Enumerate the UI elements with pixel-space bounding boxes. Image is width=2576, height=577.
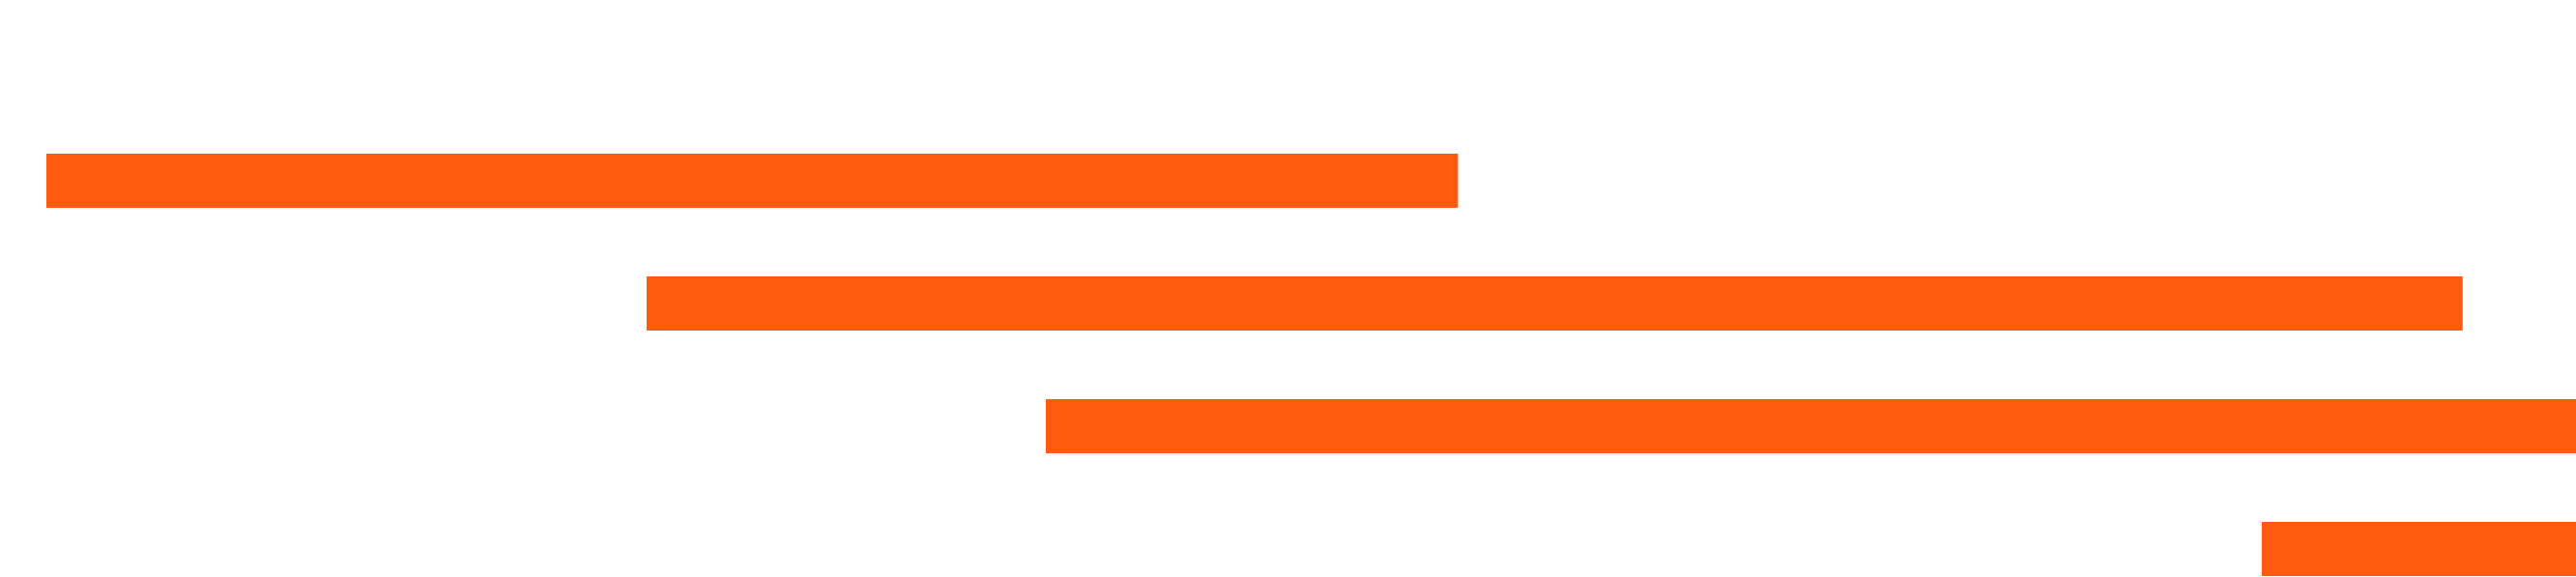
timeline-bar-1 — [45, 154, 1459, 208]
timeline-bar-3 — [1045, 399, 2576, 453]
timeline-bars — [45, 154, 2576, 576]
timeline-bar-4 — [2261, 522, 2576, 576]
timeline-bar-2 — [646, 276, 2463, 331]
